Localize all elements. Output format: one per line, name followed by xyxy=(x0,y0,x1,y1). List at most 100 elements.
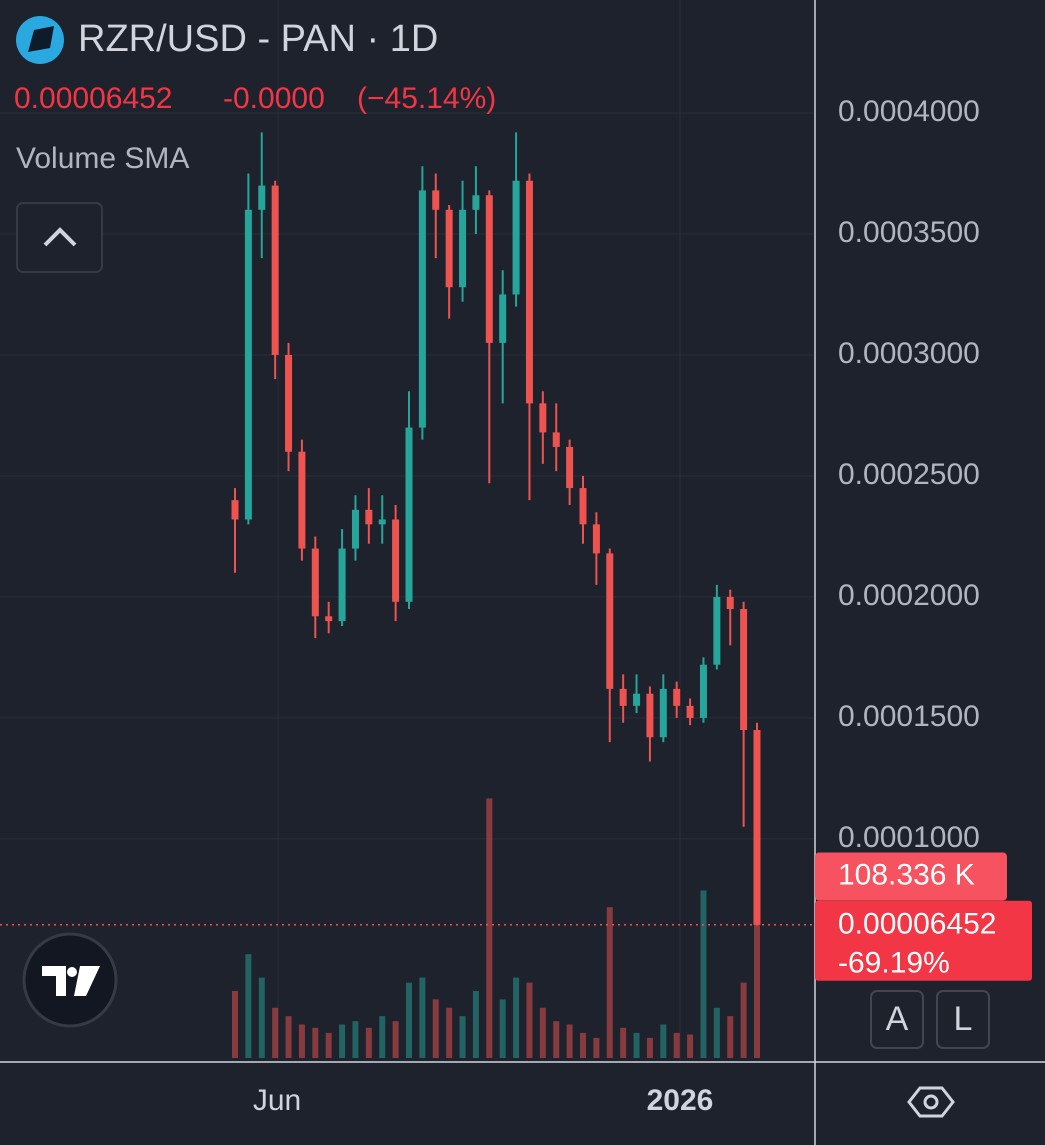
candle-body xyxy=(418,190,426,428)
candle-body xyxy=(365,509,373,525)
volume-bar xyxy=(365,1027,372,1058)
volume-bar xyxy=(580,1032,586,1058)
volume-bar xyxy=(593,1037,600,1058)
volume-bar xyxy=(553,1021,560,1058)
tv-logo-dot xyxy=(67,967,77,977)
marks xyxy=(0,132,815,1058)
volume-bar xyxy=(754,876,760,1058)
volume-label-box xyxy=(815,852,1007,901)
candle-body xyxy=(753,730,761,925)
candle-body xyxy=(285,354,293,452)
settings-icon[interactable] xyxy=(907,1086,955,1118)
candle-body xyxy=(699,664,707,718)
candle-body xyxy=(325,616,333,622)
volume-bar xyxy=(459,1016,466,1058)
volume-bar xyxy=(379,1016,386,1058)
price: 0.00006452 xyxy=(14,82,173,115)
volume-bar xyxy=(285,1016,292,1058)
volume-bar xyxy=(472,991,479,1058)
volume-bar xyxy=(486,798,493,1058)
price-label-box xyxy=(815,900,1032,981)
volume-bar xyxy=(419,977,426,1058)
volume-bar xyxy=(526,982,533,1058)
y-tick-label: 0.0001500 xyxy=(838,700,980,733)
volume-bar xyxy=(727,1016,734,1058)
candle-body xyxy=(579,488,587,525)
candle-body xyxy=(231,500,239,520)
candle-body xyxy=(726,596,734,610)
volume-label: 108.336 K xyxy=(838,858,975,891)
volume-bar xyxy=(232,991,238,1058)
volume-bar xyxy=(740,982,747,1058)
volume-bar xyxy=(352,1021,359,1058)
y-tick-label: 0.0002500 xyxy=(838,458,980,491)
candle-body xyxy=(512,180,520,295)
title: RZR/USD - PAN · 1D xyxy=(78,18,438,60)
candle-body xyxy=(485,195,493,343)
auto-scale-label: A xyxy=(886,1000,909,1038)
volume-bar xyxy=(325,1032,332,1058)
volume-bar xyxy=(687,1034,694,1058)
candle-body xyxy=(619,688,627,706)
volume-bar xyxy=(673,1032,680,1058)
candle-body xyxy=(311,548,319,617)
candle-body xyxy=(271,185,279,355)
candle-body xyxy=(566,446,574,489)
change: -0.0000 xyxy=(223,82,325,115)
candle-body xyxy=(258,185,266,210)
candle-body xyxy=(445,209,453,288)
candle-body xyxy=(525,180,533,404)
volume-bar xyxy=(432,999,439,1058)
candle-body xyxy=(740,609,748,731)
y-tick-label: 0.0003500 xyxy=(838,216,980,249)
y-tick-label: 0.0004000 xyxy=(838,95,980,128)
volume-bar xyxy=(298,1024,305,1058)
volume-bar xyxy=(620,1027,627,1058)
candle-body xyxy=(713,596,721,665)
volume-bar xyxy=(646,1037,653,1058)
tv-logo[interactable] xyxy=(22,932,118,1028)
volume-bar xyxy=(406,982,412,1058)
volume-bar xyxy=(258,977,265,1058)
candle-body xyxy=(592,524,600,554)
volume-bar xyxy=(339,1024,346,1058)
volume-bar xyxy=(272,1007,279,1058)
candle-body xyxy=(472,195,480,210)
volume-bar xyxy=(633,1032,640,1058)
volume-bar xyxy=(713,1007,720,1058)
volume-bar xyxy=(312,1027,319,1058)
volume-bar xyxy=(566,1024,573,1058)
volume-bar xyxy=(539,1007,546,1058)
volume-bar xyxy=(446,1007,453,1058)
y-tick-label: 0.0001000 xyxy=(838,821,980,854)
candle-body xyxy=(539,403,547,433)
volume-bar xyxy=(392,1021,399,1058)
candle-body xyxy=(552,432,560,447)
candle-body xyxy=(392,519,400,602)
log-scale-label: L xyxy=(954,1000,973,1038)
volume-bar xyxy=(700,890,707,1058)
indicator-label: Volume SMA xyxy=(16,142,189,175)
volume-bar xyxy=(499,999,506,1058)
x-tick-label: 2026 xyxy=(647,1084,714,1117)
x-tick-label: Jun xyxy=(253,1084,301,1117)
log-scale-button[interactable] xyxy=(936,990,990,1049)
volume-bar xyxy=(513,977,520,1058)
y-tick-label: 0.0002000 xyxy=(838,579,980,612)
candle-body xyxy=(338,548,346,622)
candle-body xyxy=(298,451,306,549)
candle-body xyxy=(673,688,681,706)
volume-bar xyxy=(245,954,252,1058)
candle-body xyxy=(351,509,359,549)
candle-body xyxy=(659,688,667,738)
candle-body xyxy=(606,553,614,689)
candle-body xyxy=(633,693,641,706)
y-tick-label: 0.0003000 xyxy=(838,337,980,370)
settings-icon-center xyxy=(923,1094,939,1110)
logo-mark xyxy=(28,26,54,52)
collapse-button[interactable] xyxy=(16,202,103,273)
auto-scale-button[interactable] xyxy=(870,990,924,1049)
chevron-icon xyxy=(43,227,77,247)
